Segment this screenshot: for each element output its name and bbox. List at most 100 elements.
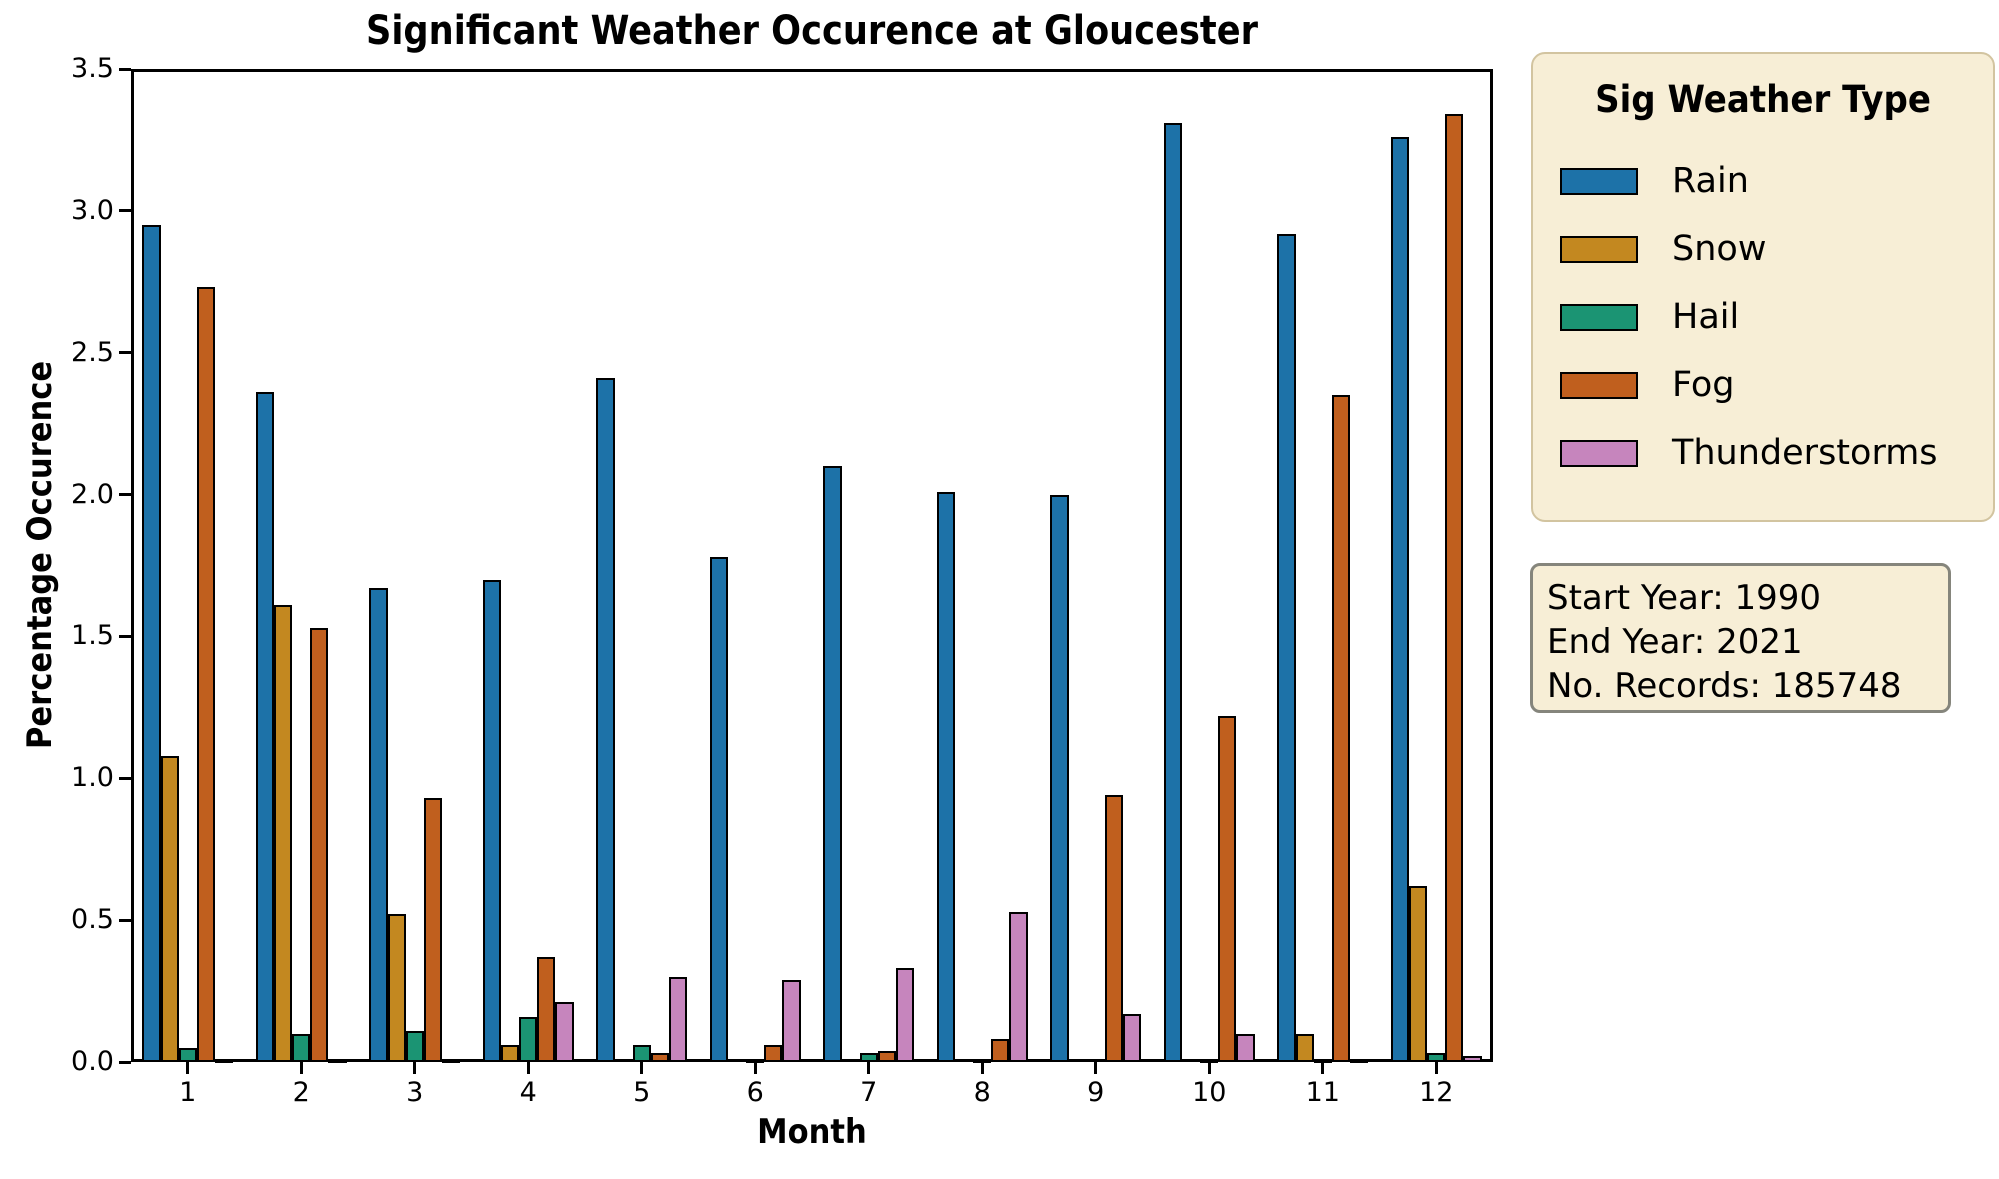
legend-entry-hail: Hail — [1533, 283, 1993, 351]
x-tick-mark — [1094, 1062, 1098, 1074]
bar-hail-month-1 — [178, 1047, 197, 1062]
x-tick-label: 2 — [292, 1077, 310, 1108]
bar-thunderstorms-month-4 — [555, 1002, 574, 1062]
x-tick-label: 11 — [1305, 1077, 1340, 1108]
y-tick-mark — [119, 1060, 131, 1064]
legend-entry-fog: Fog — [1533, 351, 1993, 419]
bar-rain-month-9 — [1050, 494, 1069, 1062]
legend-swatch-thunderstorms — [1560, 439, 1638, 467]
bar-fog-month-12 — [1445, 114, 1464, 1062]
legend-entry-label: Hail — [1672, 297, 1740, 337]
x-tick-mark — [1434, 1062, 1438, 1074]
x-tick-label: 4 — [519, 1077, 537, 1108]
plot-area — [131, 69, 1493, 1062]
legend-entry-label: Rain — [1672, 161, 1749, 201]
x-tick-label: 12 — [1419, 1077, 1454, 1108]
x-tick-mark — [299, 1062, 303, 1074]
info-box-line: No. Records: 185748 — [1547, 666, 1902, 706]
bar-hail-month-3 — [405, 1030, 424, 1062]
bar-rain-month-6 — [709, 556, 728, 1062]
x-tick-mark — [526, 1062, 530, 1074]
legend-entries: Rain Snow Hail Fog Thunderstorms — [1533, 147, 1993, 487]
bar-fog-month-11 — [1331, 395, 1350, 1062]
legend-entry-rain: Rain — [1533, 147, 1993, 215]
x-tick-label: 10 — [1192, 1077, 1227, 1108]
x-tick-mark — [1321, 1062, 1325, 1074]
x-tick-label: 3 — [406, 1077, 424, 1108]
x-axis-label: Month — [757, 1112, 867, 1152]
bar-snow-month-11 — [1295, 1033, 1314, 1062]
bar-fog-month-2 — [310, 627, 329, 1062]
legend-swatch-rain — [1560, 167, 1638, 195]
x-tick-label: 7 — [860, 1077, 878, 1108]
x-tick-mark — [1207, 1062, 1211, 1074]
y-tick-mark — [119, 493, 131, 497]
x-tick-mark — [640, 1062, 644, 1074]
x-tick-mark — [413, 1062, 417, 1074]
legend-entry-label: Snow — [1672, 229, 1767, 269]
x-tick-mark — [753, 1062, 757, 1074]
bar-fog-month-10 — [1218, 715, 1237, 1062]
bar-fog-month-9 — [1104, 795, 1123, 1062]
bar-hail-month-7 — [859, 1053, 878, 1062]
bar-hail-month-4 — [519, 1016, 538, 1062]
bar-rain-month-2 — [255, 392, 274, 1062]
y-tick-label: 2.5 — [71, 336, 114, 368]
legend-title: Sig Weather Type — [1595, 78, 1931, 121]
x-tick-label: 1 — [179, 1077, 197, 1108]
bar-hail-month-2 — [292, 1033, 311, 1062]
bar-fog-month-3 — [423, 798, 442, 1062]
x-tick-mark — [867, 1062, 871, 1074]
bar-thunderstorms-month-11 — [1349, 1059, 1369, 1064]
legend-swatch-hail — [1560, 303, 1638, 331]
bar-fog-month-4 — [537, 957, 556, 1062]
legend-swatch-snow — [1560, 235, 1638, 263]
legend-entry-thunderstorms: Thunderstorms — [1533, 419, 1993, 487]
y-tick-label: 1.5 — [71, 620, 114, 652]
bar-thunderstorms-month-10 — [1236, 1033, 1255, 1062]
info-box-line: End Year: 2021 — [1547, 622, 1803, 662]
bar-thunderstorms-month-2 — [328, 1059, 347, 1064]
bar-snow-month-4 — [501, 1044, 520, 1062]
bar-thunderstorms-month-5 — [668, 976, 688, 1062]
bar-fog-month-8 — [991, 1039, 1010, 1062]
bar-rain-month-5 — [596, 378, 615, 1062]
x-tick-label: 5 — [633, 1077, 651, 1108]
bar-rain-month-8 — [936, 491, 955, 1062]
legend-entry-label: Thunderstorms — [1672, 433, 1938, 473]
bar-fog-month-7 — [877, 1050, 896, 1062]
bar-fog-month-1 — [196, 287, 215, 1062]
bar-thunderstorms-month-8 — [1009, 911, 1028, 1062]
bar-thunderstorms-month-1 — [214, 1059, 234, 1064]
y-tick-mark — [119, 634, 131, 638]
bar-rain-month-4 — [482, 579, 501, 1062]
x-tick-label: 9 — [1087, 1077, 1105, 1108]
y-tick-mark — [119, 209, 131, 213]
bar-thunderstorms-month-6 — [782, 979, 801, 1062]
bar-thunderstorms-month-7 — [895, 968, 915, 1062]
bar-rain-month-7 — [823, 466, 842, 1062]
y-tick-mark — [119, 776, 131, 780]
bar-hail-month-5 — [632, 1044, 651, 1062]
legend-swatch-fog — [1560, 371, 1638, 399]
legend-entry-snow: Snow — [1533, 215, 1993, 283]
bar-snow-month-3 — [387, 914, 406, 1062]
bar-rain-month-11 — [1277, 233, 1296, 1062]
x-tick-label: 8 — [973, 1077, 991, 1108]
bar-snow-month-1 — [160, 755, 179, 1062]
legend: Sig Weather Type Rain Snow Hail Fog Thunders… — [1531, 52, 1995, 522]
bar-thunderstorms-month-3 — [441, 1059, 461, 1064]
y-tick-label: 0.5 — [71, 904, 114, 936]
y-tick-label: 0.0 — [71, 1046, 114, 1077]
y-tick-label: 3.0 — [71, 194, 114, 226]
y-tick-label: 3.5 — [71, 53, 114, 84]
bar-rain-month-12 — [1390, 137, 1409, 1062]
x-tick-mark — [980, 1062, 984, 1074]
legend-entry-label: Fog — [1672, 365, 1735, 405]
y-tick-mark — [119, 918, 131, 922]
x-tick-label: 6 — [746, 1077, 764, 1108]
y-axis-label: Percentage Occurence — [20, 360, 60, 749]
chart-title: Significant Weather Occurence at Glouces… — [366, 8, 1258, 54]
info-box-line: Start Year: 1990 — [1547, 578, 1822, 618]
